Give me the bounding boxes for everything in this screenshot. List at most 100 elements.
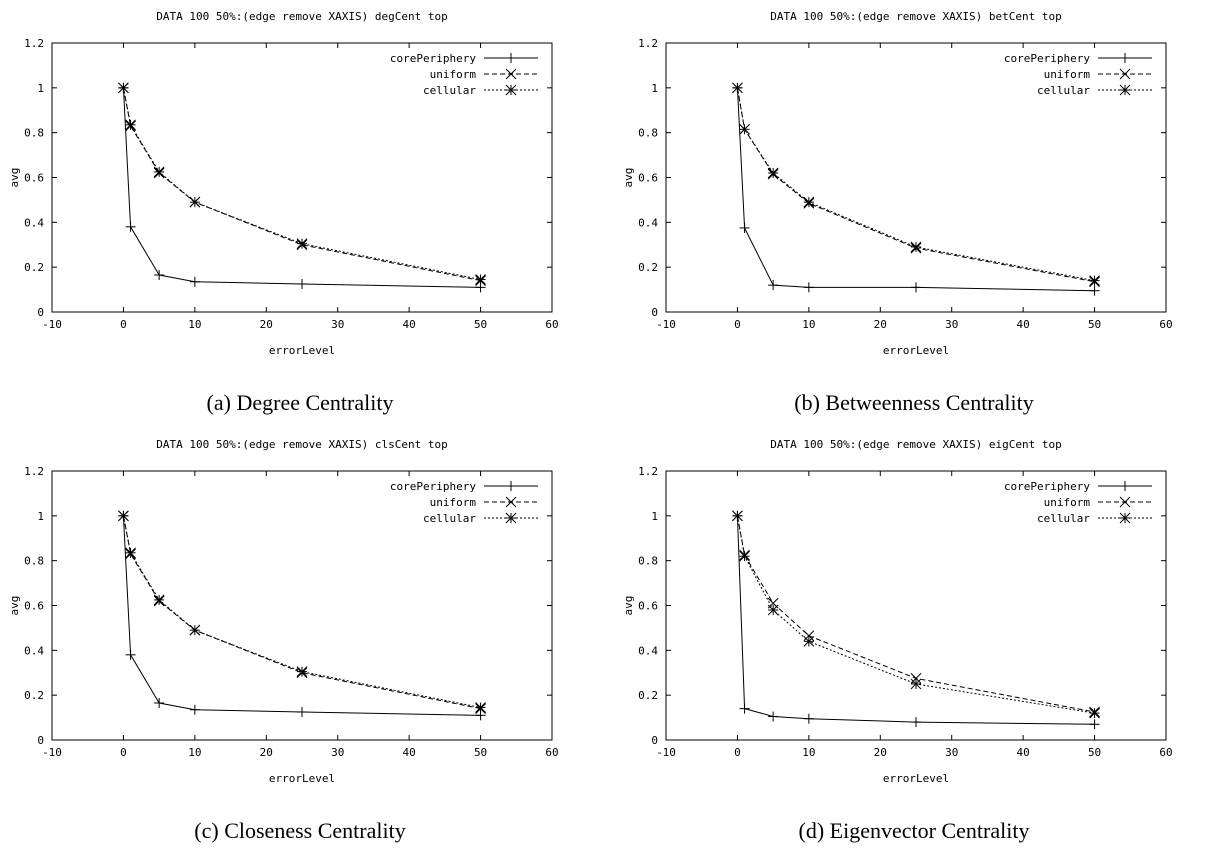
data-point-cellular <box>475 702 486 713</box>
legend-marker <box>505 496 517 508</box>
data-point-corePeriphery <box>911 717 921 728</box>
x-tick-label: 10 <box>188 318 201 331</box>
data-point-cellular <box>767 604 779 616</box>
x-tick-label: 30 <box>331 746 344 759</box>
chart-panel-closeness: DATA 100 50%:(edge remove XAXIS) clsCent… <box>0 428 600 848</box>
data-point-corePeriphery <box>189 704 200 715</box>
chart-panel-betweenness: DATA 100 50%:(edge remove XAXIS) betCent… <box>614 0 1214 420</box>
data-point-corePeriphery <box>1089 285 1100 296</box>
series-line-cellular <box>122 515 481 708</box>
series-line-cellular <box>122 87 481 280</box>
legend-label: corePeriphery <box>390 52 476 65</box>
data-point-cellular <box>153 594 165 606</box>
legend-label: cellular <box>1037 512 1090 525</box>
y-tick-label: 0.4 <box>638 216 658 229</box>
y-tick-label: 0.2 <box>24 261 44 274</box>
data-point-cellular <box>118 82 129 94</box>
x-tick-label: 50 <box>474 318 487 331</box>
figure-caption: (c) Closeness Centrality <box>194 818 406 843</box>
series-line-uniform <box>122 515 481 710</box>
x-tick-label: 40 <box>1017 318 1030 331</box>
data-point-cellular <box>767 167 779 179</box>
data-point-corePeriphery <box>125 649 136 660</box>
x-tick-label: 20 <box>874 746 887 759</box>
chart-panel-eigenvector: DATA 100 50%:(edge remove XAXIS) eigCent… <box>614 428 1214 848</box>
y-tick-label: 1.2 <box>24 465 44 478</box>
legend-label: cellular <box>423 84 476 97</box>
series-line-corePeriphery <box>122 515 481 716</box>
x-tick-label: 20 <box>874 318 887 331</box>
x-tick-label: 50 <box>1088 746 1101 759</box>
x-tick-label: 30 <box>945 318 958 331</box>
legend-marker <box>505 84 517 96</box>
series-line-cellular <box>736 87 1095 282</box>
legend-marker <box>1119 68 1131 80</box>
data-point-corePeriphery <box>297 278 307 289</box>
data-point-corePeriphery <box>189 276 200 287</box>
y-tick-label: 0.2 <box>638 689 658 702</box>
data-point-cellular <box>189 624 201 636</box>
chart-title: DATA 100 50%:(edge remove XAXIS) betCent… <box>770 10 1061 23</box>
y-tick-label: 0 <box>651 734 658 747</box>
plot-frame <box>665 42 1167 313</box>
data-point-cellular <box>803 636 815 647</box>
x-tick-label: 40 <box>403 318 416 331</box>
chart-title: DATA 100 50%:(edge remove XAXIS) eigCent… <box>770 438 1061 451</box>
x-tick-label: 60 <box>1159 318 1172 331</box>
data-point-cellular <box>1089 275 1100 286</box>
legend-marker <box>1119 512 1131 524</box>
data-point-corePeriphery <box>154 698 165 709</box>
data-point-cellular <box>739 550 750 562</box>
x-tick-label: 60 <box>545 746 558 759</box>
y-tick-label: 0.6 <box>24 600 44 613</box>
data-point-corePeriphery <box>125 221 136 232</box>
figure-caption: (b) Betweenness Centrality <box>794 390 1034 415</box>
data-point-cellular <box>1089 707 1100 719</box>
legend-label: corePeriphery <box>390 480 476 493</box>
series-line-corePeriphery <box>736 87 1095 292</box>
legend-marker <box>505 68 517 80</box>
data-point-cellular <box>296 666 308 677</box>
legend-label: cellular <box>1037 84 1090 97</box>
series-line-uniform <box>122 87 481 282</box>
x-tick-label: -10 <box>42 746 62 759</box>
y-tick-label: 0.8 <box>638 127 658 140</box>
legend-marker <box>506 53 516 63</box>
y-tick-label: 1 <box>651 510 658 523</box>
series-line-uniform <box>736 87 1095 283</box>
legend-label: uniform <box>1044 496 1091 509</box>
x-tick-label: 60 <box>545 318 558 331</box>
y-tick-label: 0 <box>37 306 44 319</box>
series-line-cellular <box>736 515 1095 714</box>
y-tick-label: 1.2 <box>638 465 658 478</box>
x-tick-label: 50 <box>474 746 487 759</box>
legend-label: uniform <box>430 68 477 81</box>
x-tick-label: -10 <box>656 746 676 759</box>
y-tick-label: 1.2 <box>24 37 44 50</box>
data-point-corePeriphery <box>803 282 814 293</box>
legend-marker <box>1119 496 1131 508</box>
y-tick-label: 0.4 <box>24 216 44 229</box>
plot-frame <box>51 42 553 313</box>
y-axis-label: avg <box>8 168 21 188</box>
legend-marker <box>1120 53 1130 63</box>
y-tick-label: 0.2 <box>24 689 44 702</box>
y-axis-label: avg <box>622 596 635 616</box>
x-tick-label: 30 <box>945 746 958 759</box>
figure-caption: (a) Degree Centrality <box>206 390 394 415</box>
data-point-cellular <box>125 547 136 559</box>
data-point-cellular <box>475 274 486 285</box>
data-point-corePeriphery <box>803 713 814 724</box>
y-axis-label: avg <box>8 596 21 616</box>
y-tick-label: 0.6 <box>24 172 44 185</box>
data-point-cellular <box>732 510 743 522</box>
y-tick-label: 0.6 <box>638 600 658 613</box>
y-tick-label: 0 <box>651 306 658 319</box>
chart-svg: DATA 100 50%:(edge remove XAXIS) clsCent… <box>8 438 559 785</box>
y-tick-label: 0.4 <box>638 644 658 657</box>
y-tick-label: 1.2 <box>638 37 658 50</box>
data-point-cellular <box>732 82 743 94</box>
chart-panel-degree: DATA 100 50%:(edge remove XAXIS) degCent… <box>0 0 600 420</box>
x-axis-label: errorLevel <box>883 344 949 357</box>
y-tick-label: 0.8 <box>24 555 44 568</box>
